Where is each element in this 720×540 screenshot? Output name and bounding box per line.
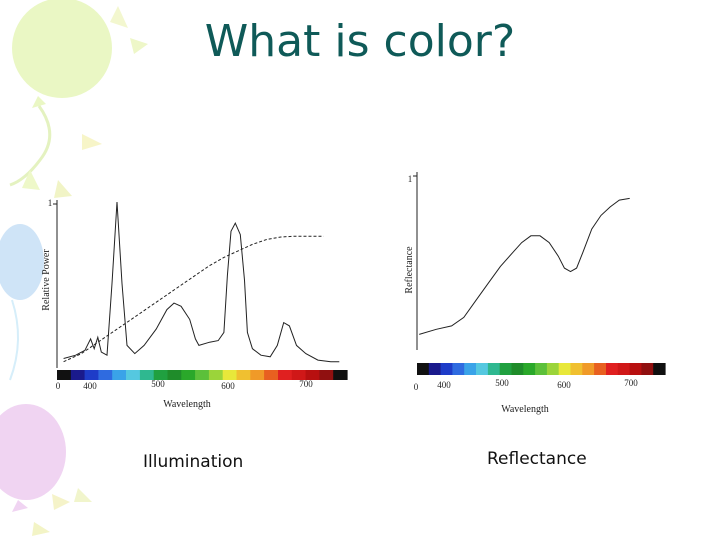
spectrum-swatch xyxy=(440,363,453,375)
spectrum-swatch xyxy=(570,363,583,375)
spectrum-swatch xyxy=(629,363,642,375)
spectrum-bar xyxy=(417,363,666,375)
balloon-top-left xyxy=(9,0,148,198)
spectrum-swatch xyxy=(617,363,631,375)
spectrum-swatch xyxy=(98,370,113,380)
x-tick-label: 600 xyxy=(221,381,235,391)
spectrum-swatch xyxy=(319,370,334,380)
y-tick-label: 1 xyxy=(48,198,53,208)
y-axis-label: Reflectance xyxy=(404,246,415,294)
x-axis-label: Wavelength xyxy=(163,399,211,410)
spectrum-swatch xyxy=(305,370,320,380)
plot-lines xyxy=(419,197,630,335)
spectrum-swatch xyxy=(236,370,251,380)
spectrum-swatch xyxy=(641,363,654,375)
spectrum-swatch xyxy=(112,370,127,380)
spectrum-swatch xyxy=(167,370,182,380)
spectrum-swatch xyxy=(594,363,607,375)
illumination-chart: 1 Relative Power 0 400 500 600 700 Wavel… xyxy=(41,198,348,410)
spectrum-swatch xyxy=(153,370,169,380)
solid-series-line xyxy=(63,201,340,363)
spectrum-swatch xyxy=(582,363,595,375)
spectrum-swatch xyxy=(511,363,524,375)
plot-lines xyxy=(63,201,340,363)
x-axis-label: Wavelength xyxy=(501,404,549,415)
y-tick-label: 1 xyxy=(408,174,413,184)
caption-reflectance: Reflectance xyxy=(487,449,587,469)
spectrum-swatch xyxy=(428,363,442,375)
spectrum-swatch xyxy=(195,370,210,380)
x-tick-label: 700 xyxy=(299,379,313,389)
caption-illumination: Illumination xyxy=(143,452,244,472)
x-tick-label: 500 xyxy=(495,378,509,388)
spectrum-swatch xyxy=(208,370,224,380)
spectrum-swatch xyxy=(222,370,238,380)
y-axis: 1 Relative Power xyxy=(41,198,58,368)
spectrum-swatch xyxy=(70,370,86,380)
spectrum-swatch xyxy=(126,370,141,380)
solid-series-line xyxy=(419,197,630,335)
spectrum-swatch xyxy=(464,363,477,375)
balloon-middle-left xyxy=(0,224,44,381)
spectrum-swatch xyxy=(417,363,430,375)
slide-title: What is color? xyxy=(204,16,516,67)
spectrum-swatch xyxy=(499,363,513,375)
x-tick-label: 400 xyxy=(83,381,97,391)
dashed-series-line xyxy=(63,235,324,363)
spectrum-swatch xyxy=(535,363,548,375)
spectrum-swatch xyxy=(57,370,72,380)
x-tick-label: 500 xyxy=(151,379,165,389)
spectrum-swatch xyxy=(452,363,465,375)
spectrum-bar xyxy=(57,370,348,380)
balloon-bottom-left xyxy=(0,404,92,536)
spectrum-swatch xyxy=(487,363,501,375)
spectrum-swatch xyxy=(476,363,489,375)
x-tick-label: 400 xyxy=(437,380,451,390)
spectrum-swatch xyxy=(653,363,666,375)
y-axis-label: Relative Power xyxy=(41,249,52,311)
x-tick-labels: 0 400 500 600 700 xyxy=(56,379,314,391)
y-axis: 1 Reflectance xyxy=(404,172,418,350)
spectrum-swatch xyxy=(278,370,293,380)
spectrum-swatch xyxy=(250,370,265,380)
x-tick-label: 700 xyxy=(624,378,638,388)
spectrum-swatch xyxy=(333,370,348,380)
x-tick-label: 0 xyxy=(414,382,419,392)
x-tick-labels: 0 400 500 600 700 xyxy=(414,378,639,392)
spectrum-swatch xyxy=(546,363,560,375)
spectrum-swatch xyxy=(84,370,99,380)
spectrum-swatch xyxy=(558,363,572,375)
spectrum-swatch xyxy=(181,370,196,380)
spectrum-swatch xyxy=(523,363,536,375)
spectrum-swatch xyxy=(606,363,619,375)
x-tick-label: 0 xyxy=(56,381,61,391)
reflectance-chart: 1 Reflectance 0 400 500 600 700 Waveleng… xyxy=(404,172,666,415)
x-tick-label: 600 xyxy=(557,380,571,390)
spectrum-swatch xyxy=(291,370,307,380)
spectrum-swatch xyxy=(139,370,155,380)
spectrum-swatch xyxy=(264,370,279,380)
